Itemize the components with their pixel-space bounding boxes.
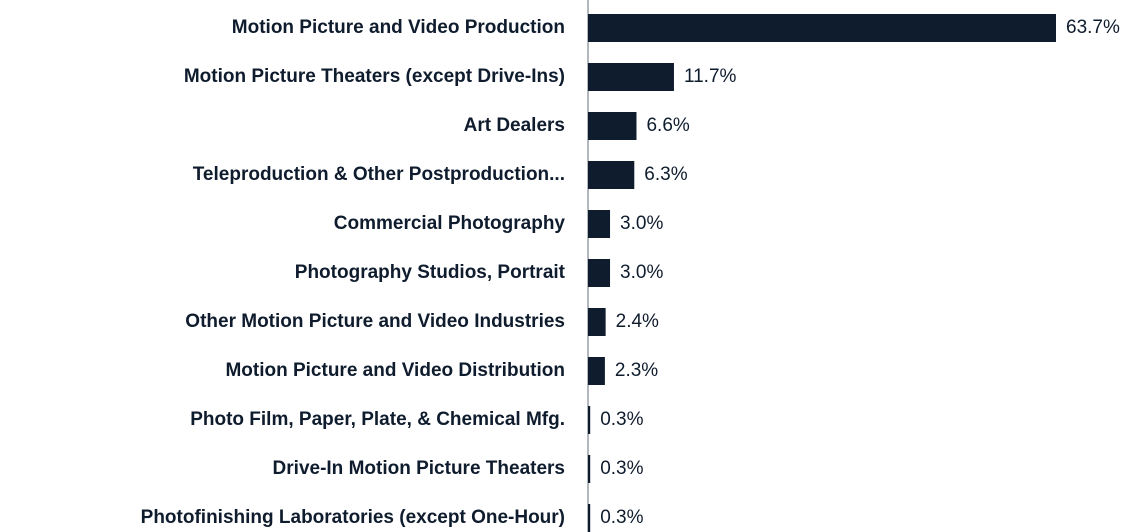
category-label: Motion Picture Theaters (except Drive-In… (184, 66, 565, 87)
value-label: 2.4% (616, 311, 659, 332)
bar (588, 161, 635, 189)
bar (588, 259, 611, 287)
category-label: Motion Picture and Video Production (232, 17, 565, 38)
bar (588, 112, 637, 140)
value-label: 0.3% (600, 458, 643, 479)
value-label: 3.0% (620, 262, 663, 283)
bar (588, 308, 606, 336)
value-label: 2.3% (615, 360, 658, 381)
category-label: Drive-In Motion Picture Theaters (273, 458, 565, 479)
category-label: Photofinishing Laboratories (except One-… (141, 507, 565, 528)
bar (588, 455, 591, 483)
bar (588, 504, 591, 532)
value-label: 63.7% (1066, 17, 1120, 38)
category-label: Teleproduction & Other Postproduction... (193, 164, 565, 185)
bar (588, 210, 611, 238)
category-label: Commercial Photography (334, 213, 566, 234)
value-label: 11.7% (684, 66, 737, 87)
category-label: Photography Studios, Portrait (295, 262, 566, 283)
bar (588, 14, 1056, 42)
category-label: Motion Picture and Video Distribution (225, 360, 565, 381)
category-label: Art Dealers (464, 115, 565, 136)
value-label: 6.6% (646, 115, 689, 136)
value-label: 0.3% (600, 507, 643, 528)
category-label: Other Motion Picture and Video Industrie… (185, 311, 565, 332)
bar (588, 63, 674, 91)
bar (588, 406, 591, 434)
category-label: Photo Film, Paper, Plate, & Chemical Mfg… (190, 409, 565, 430)
bar (588, 357, 605, 385)
value-label: 0.3% (600, 409, 643, 430)
value-label: 3.0% (620, 213, 663, 234)
value-label: 6.3% (644, 164, 687, 185)
